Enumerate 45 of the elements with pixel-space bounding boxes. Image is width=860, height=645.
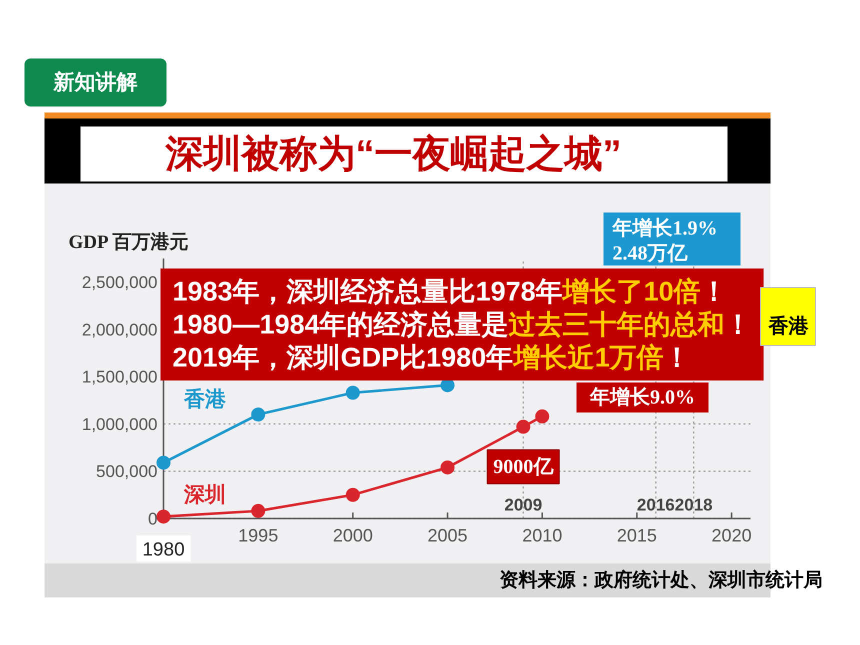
annotation: 增长了10倍 xyxy=(562,276,701,306)
annotation: 1983年，深圳经济总量比1978年 xyxy=(172,276,563,306)
series-label: 香港 xyxy=(183,388,228,411)
x-tick-label: 2005 xyxy=(428,526,468,546)
point xyxy=(535,409,550,424)
ref-line-label: 2009 xyxy=(504,496,542,514)
y-tick-label: 2,500,000 xyxy=(82,273,158,292)
chart-title: 深圳被称为“一夜崛起之城” xyxy=(164,132,622,176)
text: 年增长1.9% xyxy=(612,218,718,240)
annotation: 2.48万亿 xyxy=(612,242,688,264)
text: 1980 xyxy=(142,540,185,560)
y-tick-label: 1,500,000 xyxy=(82,368,158,387)
annotation: ！ xyxy=(724,310,752,340)
y-tick-label: 500,000 xyxy=(96,462,158,482)
y-axis-title: GDP 百万港元 xyxy=(68,231,188,253)
text: 新知讲解 xyxy=(52,70,138,94)
annotation: 过去三十年的总和 xyxy=(508,310,725,340)
point xyxy=(156,456,170,470)
y-tick-label: 2,000,000 xyxy=(82,320,158,340)
annotation: 年增长9.0% xyxy=(589,386,695,408)
annotation: 1980—1984年的经济总量是 xyxy=(172,310,509,340)
y-tick-label: 0 xyxy=(148,510,158,528)
point xyxy=(156,510,170,524)
ref-line-label: 2016 xyxy=(636,496,675,514)
x-tick-label: 2015 xyxy=(616,526,657,546)
point xyxy=(251,408,266,422)
annotation: ！ xyxy=(664,342,691,372)
ref-line-label: 2018 xyxy=(674,496,713,514)
x-tick-label: 2020 xyxy=(712,526,752,546)
series-label: 深圳 xyxy=(183,484,226,507)
point xyxy=(346,488,360,502)
annotation: 增长近1万倍 xyxy=(512,342,664,372)
text: 香港 xyxy=(768,314,810,338)
annotation: ！ xyxy=(700,276,728,306)
point xyxy=(516,420,530,434)
point xyxy=(251,504,266,518)
x-tick-label: 2000 xyxy=(332,526,373,546)
text: 资料来源：政府统计处、深圳市统计局 xyxy=(500,569,822,591)
point xyxy=(346,386,360,400)
y-tick-label: 1,000,000 xyxy=(82,414,158,434)
annotation: 9000亿 xyxy=(493,456,554,478)
annotation: 2019年，深圳GDP比1980年 xyxy=(172,342,514,372)
point xyxy=(440,460,455,474)
x-tick-label: 2010 xyxy=(522,526,562,546)
x-tick-label: 1995 xyxy=(238,526,278,546)
